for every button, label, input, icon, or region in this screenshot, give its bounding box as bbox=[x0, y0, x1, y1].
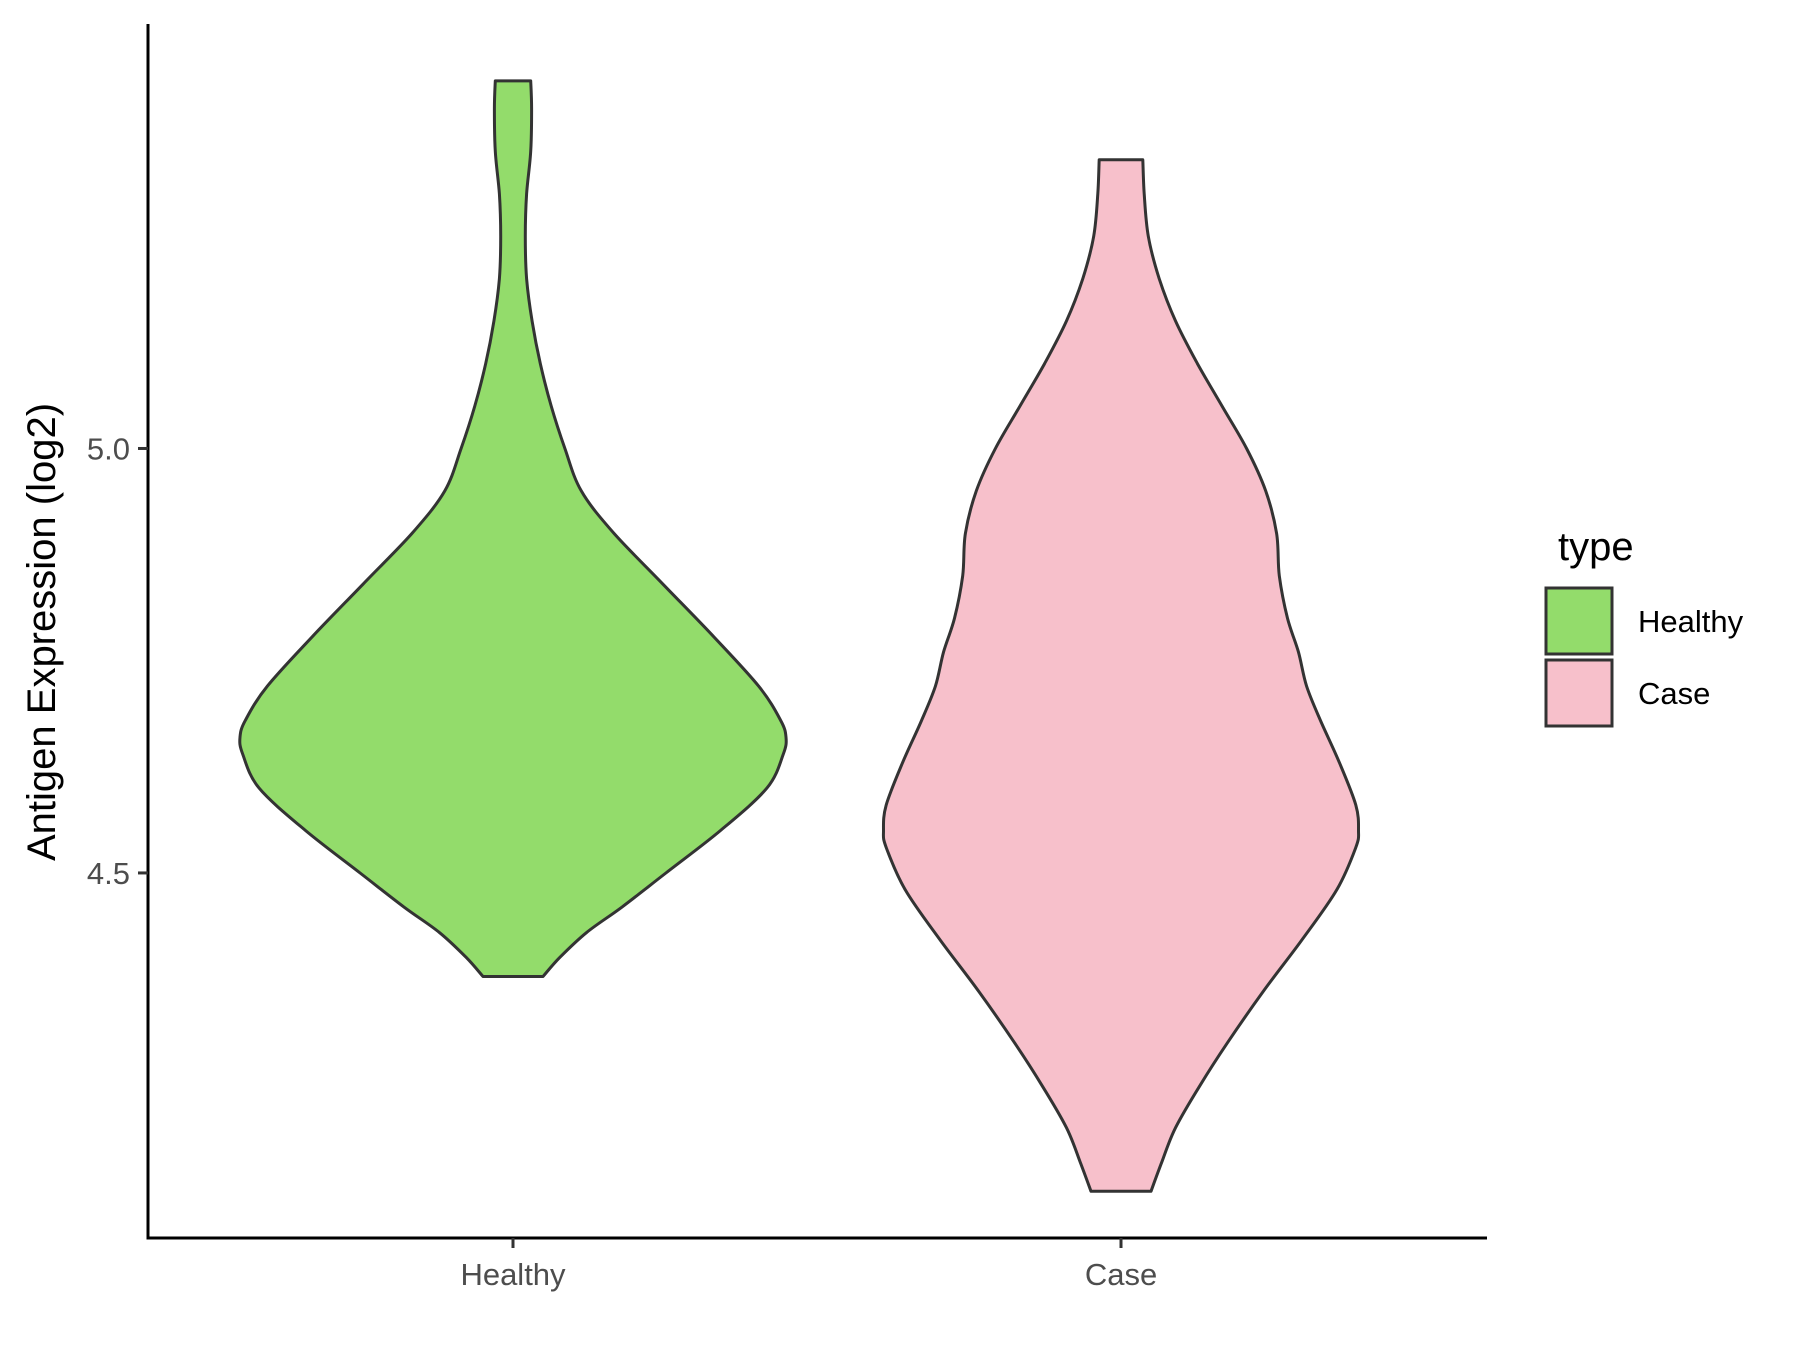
y-tick-label: 5.0 bbox=[87, 431, 130, 466]
legend-items: Healthy Case bbox=[1544, 586, 1744, 728]
legend-label-healthy: Healthy bbox=[1638, 604, 1744, 639]
violin-layer bbox=[238, 79, 1361, 1193]
legend-title: type bbox=[1558, 525, 1634, 569]
violin-healthy bbox=[238, 79, 788, 978]
legend-swatch-healthy bbox=[1544, 586, 1614, 656]
y-tick-label: 4.5 bbox=[87, 856, 130, 891]
legend: type Healthy Case bbox=[1544, 525, 1744, 728]
x-tick-label: Healthy bbox=[460, 1257, 566, 1292]
y-axis-title: Antigen Expression (log2) bbox=[20, 403, 64, 861]
x-tick-label: Case bbox=[1085, 1257, 1157, 1292]
violin-case bbox=[881, 158, 1361, 1193]
legend-label-case: Case bbox=[1638, 676, 1710, 711]
legend-swatch-case bbox=[1544, 658, 1614, 728]
y-ticks: 4.5 5.0 bbox=[87, 431, 148, 891]
x-ticks: Healthy Case bbox=[460, 1238, 1157, 1292]
